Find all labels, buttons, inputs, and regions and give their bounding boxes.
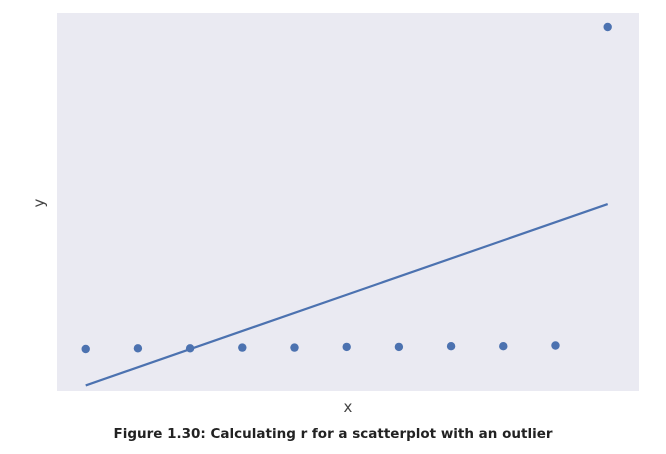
points-layer: [81, 22, 612, 354]
data-point-10: [551, 341, 560, 350]
regression-line-layer: [85, 203, 609, 387]
data-point-8: [446, 342, 456, 351]
figure-caption: Figure 1.30: Calculating r for a scatter…: [113, 426, 553, 442]
plot-area: [57, 13, 639, 391]
data-point-4: [238, 343, 247, 352]
data-point-1: [81, 344, 90, 354]
x-axis-label: x: [344, 398, 353, 416]
data-point-9: [499, 342, 508, 351]
y-axis-label: y: [30, 198, 48, 207]
regression-line: [85, 203, 609, 387]
data-point-6: [342, 342, 351, 352]
data-point-5: [290, 343, 299, 352]
data-point-3: [185, 344, 195, 353]
data-point-11: [603, 22, 612, 32]
data-point-7: [394, 342, 404, 352]
data-point-2: [133, 344, 143, 353]
